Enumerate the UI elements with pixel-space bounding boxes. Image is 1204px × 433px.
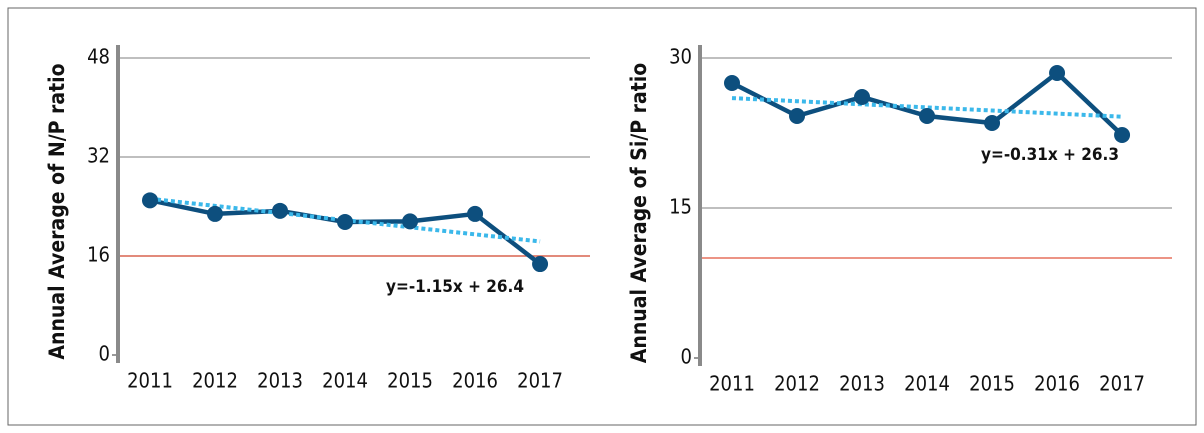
data-point bbox=[1114, 127, 1131, 143]
data-point bbox=[984, 115, 1001, 131]
data-point bbox=[272, 202, 289, 219]
data-point bbox=[142, 192, 158, 209]
x-tick-label: 2012 bbox=[192, 369, 238, 393]
data-point bbox=[207, 205, 224, 222]
annotation: y=-1.15x + 26.4 bbox=[386, 277, 524, 297]
x-tick-label: 2013 bbox=[839, 372, 885, 396]
y-axis-label: Annual Average of N/P ratio bbox=[45, 63, 69, 359]
data-point bbox=[337, 213, 354, 230]
data-line bbox=[730, 70, 1124, 137]
y-tick-label: 15 bbox=[669, 195, 692, 219]
data-point bbox=[467, 205, 484, 222]
x-tick-label: 2016 bbox=[1034, 372, 1080, 396]
data-point bbox=[532, 256, 549, 273]
data-point bbox=[919, 108, 936, 124]
x-tick-label: 2013 bbox=[257, 369, 303, 393]
x-tick-label: 2016 bbox=[452, 369, 498, 393]
y-tick-label: 30 bbox=[669, 45, 692, 69]
data-point bbox=[854, 89, 871, 105]
x-tick-label: 2011 bbox=[127, 369, 173, 393]
x-tick-label: 2017 bbox=[1099, 372, 1145, 396]
x-tick-label: 2017 bbox=[517, 369, 563, 393]
y-tick-label: 32 bbox=[87, 144, 110, 168]
frame bbox=[7, 7, 1197, 426]
x-tick-label: 2012 bbox=[774, 372, 820, 396]
y-tick-label: 16 bbox=[87, 243, 110, 267]
data-point bbox=[789, 108, 806, 124]
x-tick-label: 2014 bbox=[322, 369, 368, 393]
x-tick-label: 2014 bbox=[904, 372, 950, 396]
x-tick-label: 2015 bbox=[387, 369, 433, 393]
trend-line bbox=[731, 96, 1123, 119]
y-tick-label: 48 bbox=[87, 45, 110, 69]
x-tick-label: 2015 bbox=[969, 372, 1015, 396]
data-point bbox=[402, 213, 419, 230]
data-point bbox=[724, 75, 740, 91]
y-axis-label: Annual Average of Si/P ratio bbox=[627, 63, 651, 363]
y-tick-label: 0 bbox=[681, 345, 692, 369]
y-tick-label: 0 bbox=[99, 342, 110, 366]
data-point bbox=[1049, 65, 1066, 81]
x-tick-label: 2011 bbox=[709, 372, 755, 396]
annotation: y=-0.31x + 26.3 bbox=[981, 145, 1119, 165]
